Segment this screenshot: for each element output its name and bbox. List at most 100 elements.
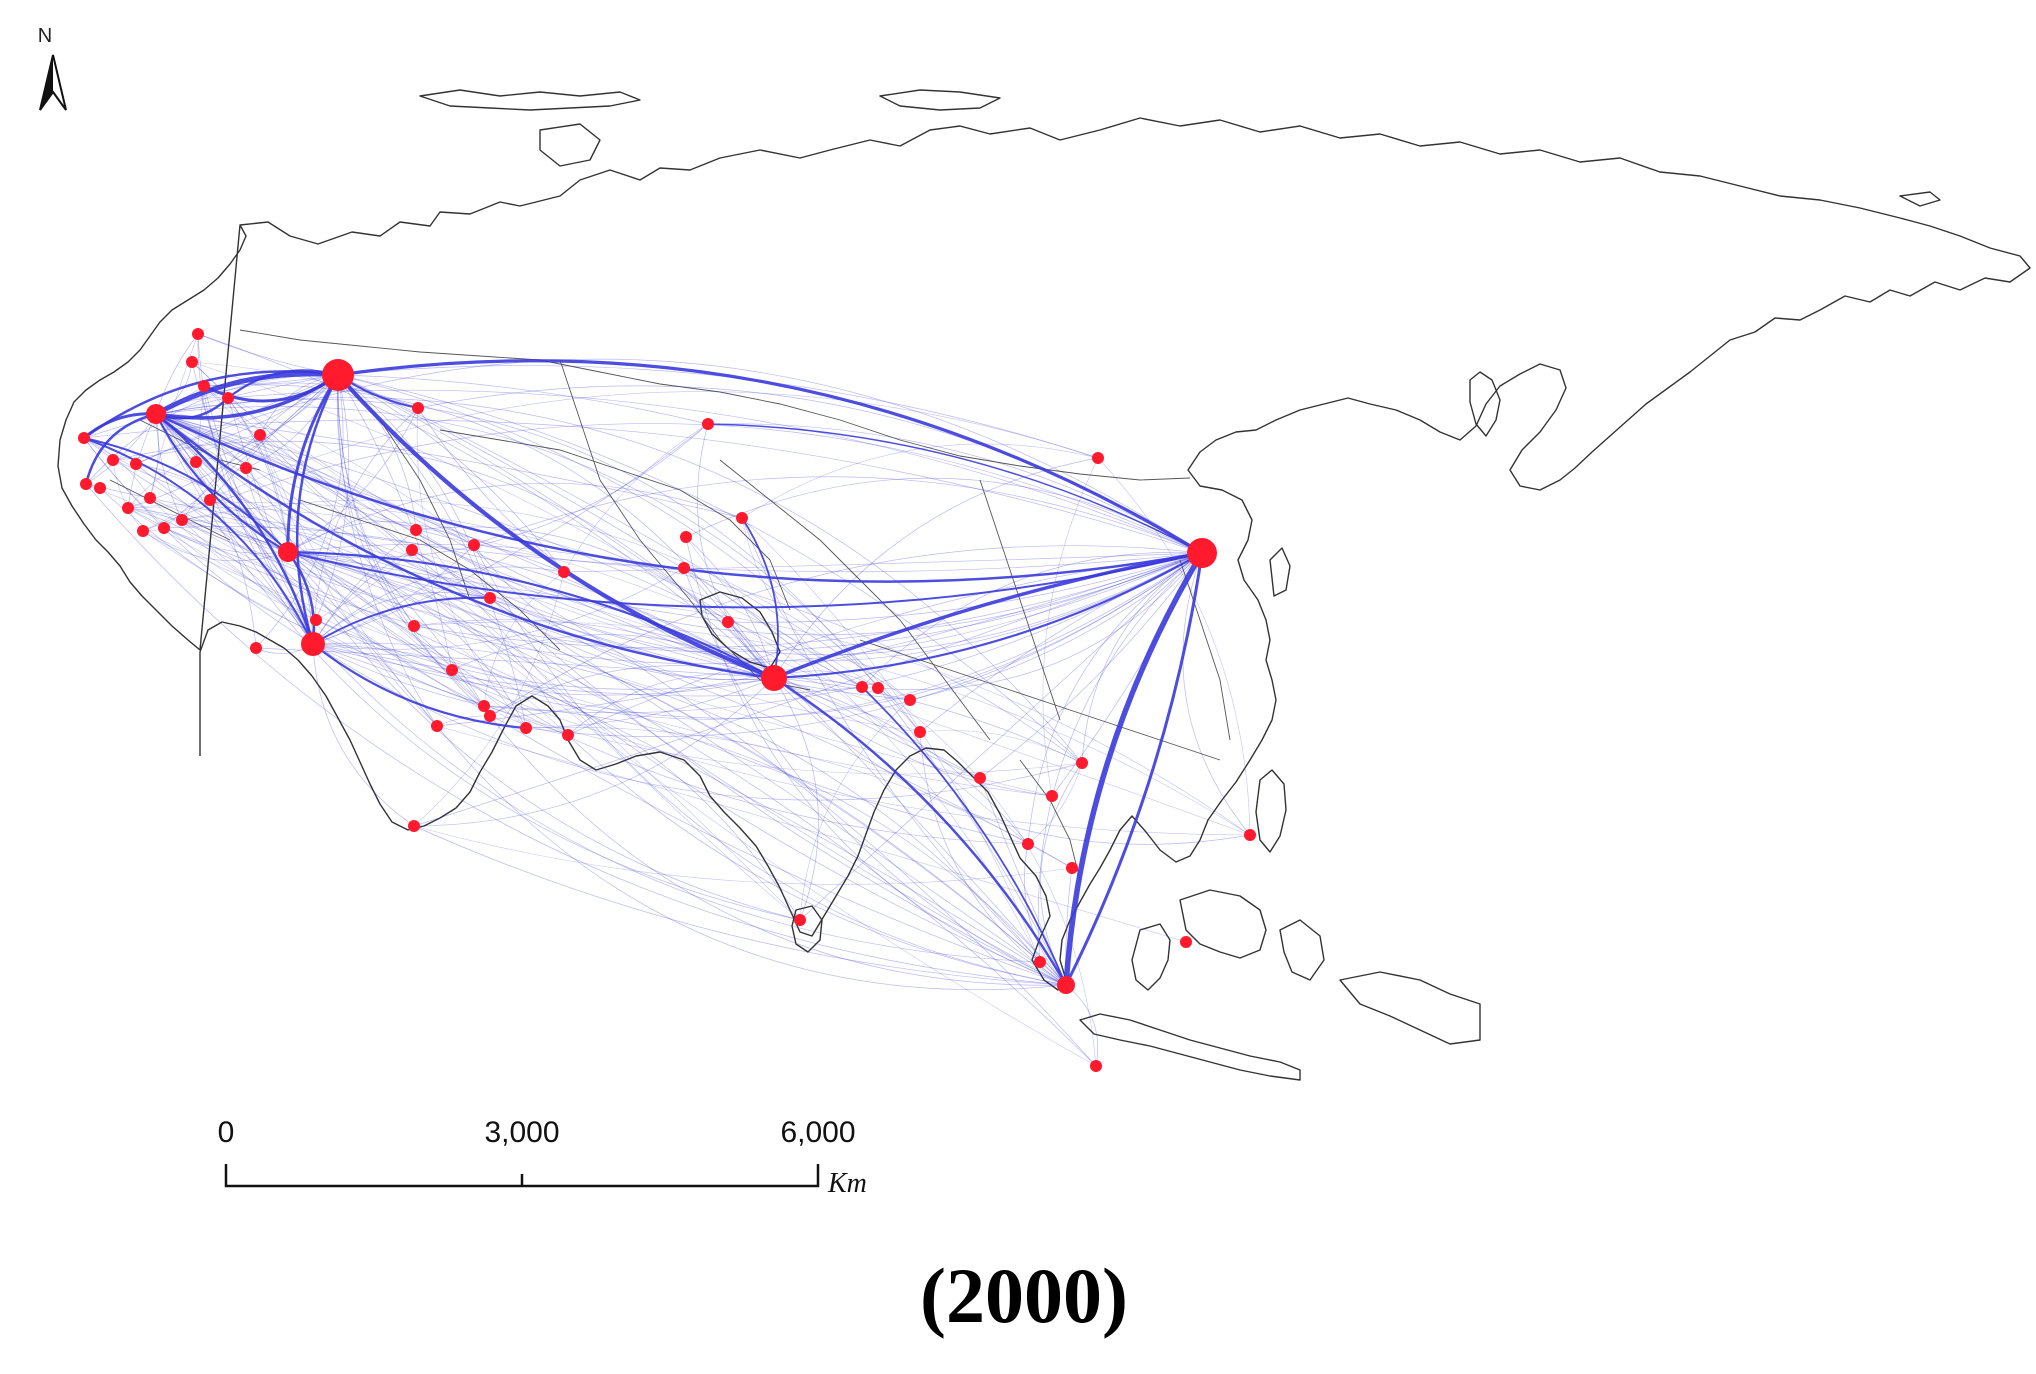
hub-node-del	[761, 665, 787, 691]
flow-line-faint	[155, 397, 1083, 764]
flow-line-faint	[773, 677, 819, 921]
flow-line-major	[153, 371, 341, 417]
flow-line-faint	[707, 423, 1203, 554]
flow-line-faint	[149, 497, 289, 553]
flow-line-faint	[83, 437, 151, 499]
flow-line-faint	[1027, 552, 1203, 845]
city-node	[1076, 757, 1088, 769]
flow-line-faint	[195, 461, 314, 645]
city-node	[144, 492, 156, 504]
flow-line-faint	[135, 358, 1203, 554]
flow-line-faint	[436, 725, 1067, 991]
flow-line-faint	[85, 483, 1203, 573]
flow-line-faint	[312, 566, 565, 645]
flow-line-faint	[312, 549, 413, 645]
hub-node-war	[146, 404, 166, 424]
flow-line-major	[286, 550, 776, 680]
flow-line-faint	[127, 507, 314, 645]
city-node	[198, 380, 210, 392]
city-node	[1244, 829, 1256, 841]
city-node	[176, 514, 188, 526]
flow-line-faint	[483, 552, 1203, 714]
city-node	[158, 522, 170, 534]
city-node	[137, 525, 149, 537]
flow-line-faint	[919, 731, 1067, 986]
city-node	[80, 478, 92, 490]
flow-line-faint	[312, 643, 453, 671]
flow-line-faint	[337, 374, 863, 688]
flow-line-faint	[1081, 552, 1203, 764]
flow-line-faint	[312, 643, 1083, 801]
flow-line-faint	[337, 374, 921, 733]
flow-line-faint	[312, 592, 491, 645]
flow-line-faint	[919, 552, 1203, 733]
flow-line-faint	[287, 551, 569, 736]
flow-line-major	[311, 642, 528, 730]
flow-line-major	[772, 551, 1204, 680]
flow-line-faint	[919, 730, 1083, 764]
flow-line-faint	[155, 413, 569, 736]
flow-line-faint	[337, 374, 491, 599]
city-node	[520, 722, 532, 734]
flow-line-faint	[83, 437, 289, 553]
flow-line-faint	[191, 361, 419, 409]
flow-line-faint	[683, 567, 1041, 963]
scale-unit: Km	[827, 1168, 867, 1199]
flow-line-major	[84, 412, 158, 486]
flow-line-faint	[312, 643, 415, 827]
scale-bar: 0 3,000 6,000 Km	[218, 1116, 867, 1199]
city-node	[446, 664, 458, 676]
city-node	[914, 726, 926, 738]
city-node	[484, 710, 496, 722]
flow-line-faint	[413, 677, 775, 827]
flow-line-faint	[227, 389, 1203, 554]
flow-line-faint	[415, 529, 1203, 656]
flow-line-faint	[287, 407, 419, 553]
city-node	[254, 429, 266, 441]
flow-line-faint	[773, 677, 1053, 797]
flow-line-faint	[99, 487, 775, 696]
flow-line-faint	[155, 413, 981, 779]
flow-line-major	[202, 373, 340, 403]
city-node	[678, 562, 690, 574]
flow-line-faint	[697, 423, 775, 679]
flow-line-faint	[683, 567, 1067, 986]
city-node	[1022, 838, 1034, 850]
city-node	[872, 682, 884, 694]
flow-line-faint	[112, 459, 144, 532]
city-node	[408, 620, 420, 632]
flow-line-faint	[142, 530, 289, 562]
flow-line-faint	[337, 374, 415, 627]
flow-line-faint	[417, 385, 1203, 554]
hub-node-mos	[322, 359, 354, 391]
flow-line-faint	[773, 457, 1099, 679]
flow-line-faint	[259, 434, 438, 727]
flow-line-faint	[483, 571, 565, 707]
flow-line-faint	[195, 374, 339, 463]
flow-line-faint	[127, 507, 569, 736]
city-node	[190, 456, 202, 468]
flow-line-faint	[155, 406, 921, 733]
hub-node-sin	[1057, 976, 1075, 994]
flow-line-faint	[413, 571, 565, 827]
city-node	[406, 544, 418, 556]
city-node	[794, 914, 806, 926]
flow-line-faint	[287, 482, 743, 553]
flow-line-faint	[163, 526, 775, 679]
flow-line-faint	[563, 552, 1203, 573]
flow-line-faint	[312, 643, 863, 697]
flow-line-major	[154, 412, 776, 680]
flow-line-faint	[436, 725, 1187, 943]
flow-line-faint	[127, 434, 261, 509]
flow-line-faint	[877, 687, 1067, 986]
flow-line-major	[707, 423, 1203, 554]
flow-line-faint	[415, 526, 775, 679]
flow-line-faint	[773, 677, 1083, 764]
city-node	[431, 720, 443, 732]
city-node	[1066, 862, 1078, 874]
city-node	[107, 454, 119, 466]
major-flow-lines	[82, 359, 1205, 988]
city-node	[240, 462, 252, 474]
flow-line-faint	[155, 413, 491, 599]
flow-line-faint	[312, 529, 417, 645]
